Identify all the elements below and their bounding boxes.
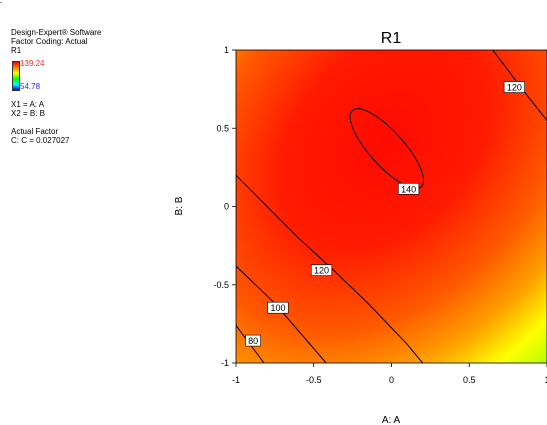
- software-name: Design-Expert® Software: [11, 28, 102, 37]
- contour-label-100: 100: [267, 301, 289, 314]
- svg-text:80: 80: [248, 336, 258, 346]
- x-axis-label: A: A: [382, 415, 401, 425]
- svg-text:100: 100: [270, 303, 285, 313]
- y-tick-label: 0.5: [216, 123, 229, 133]
- actual-factor-value: C: C = 0.027027: [11, 136, 70, 145]
- factor-x1: X1 = A: A: [11, 100, 45, 109]
- svg-text:120: 120: [314, 266, 329, 276]
- y-tick-label: -0.5: [213, 280, 229, 290]
- x-tick-label: -0.5: [306, 375, 322, 385]
- svg-text:120: 120: [507, 83, 522, 93]
- x-tick-label: -1: [232, 375, 240, 385]
- legend-max-value: 139.24: [20, 59, 45, 68]
- contour-line-140: [349, 108, 424, 189]
- factor-x2: X2 = B: B: [11, 109, 46, 118]
- x-tick-label: 0.5: [463, 375, 476, 385]
- axes: -1 -0.5 0 0.5 1 -1 -0.5 0 0.5 1: [213, 45, 547, 385]
- actual-factor-heading: Actual Factor: [11, 127, 59, 136]
- y-tick-label: 0: [224, 202, 229, 212]
- y-tick-label: -1: [221, 358, 229, 368]
- color-legend-bar: [12, 61, 20, 91]
- corner-dot: [0, 2, 2, 3]
- svg-text:140: 140: [401, 184, 416, 194]
- x-tick-label: 1: [544, 375, 547, 385]
- heatmap-surface: [236, 50, 547, 363]
- contour-label-140: 140: [398, 182, 420, 195]
- contour-line-120: [236, 174, 423, 363]
- factor-coding: Factor Coding: Actual: [11, 37, 88, 46]
- y-tick-label: 1: [224, 45, 229, 55]
- chart-title: R1: [381, 30, 402, 47]
- contour-labels: 80 100 120 120 140: [245, 81, 525, 347]
- contour-line-120: [492, 50, 547, 121]
- legend-min-value: 54.78: [20, 82, 41, 91]
- response-name: R1: [11, 46, 22, 55]
- contour-label-120: 120: [310, 264, 333, 276]
- y-axis-label: B: B: [174, 196, 185, 215]
- x-tick-label: 0: [389, 375, 394, 385]
- contour-label-80: 80: [245, 334, 261, 347]
- contour-label-120: 120: [503, 81, 525, 93]
